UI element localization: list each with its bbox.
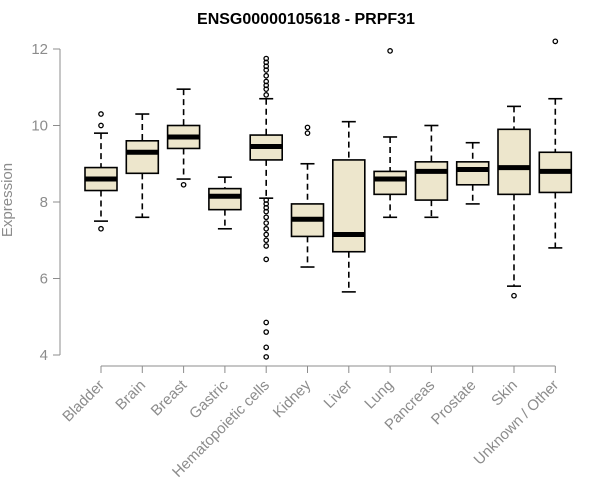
box-pancreas bbox=[414, 124, 449, 219]
outlier-point bbox=[263, 220, 270, 226]
outlier-point bbox=[263, 329, 270, 335]
box-gastric bbox=[208, 176, 242, 230]
y-tick-label: 8 bbox=[40, 194, 48, 211]
y-tick-label: 4 bbox=[40, 347, 48, 364]
outlier-point bbox=[263, 78, 270, 85]
outlier-point bbox=[511, 292, 517, 299]
x-tick-label: Breast bbox=[148, 376, 191, 419]
box-unknown-other bbox=[538, 38, 573, 249]
x-tick-label: Brain bbox=[112, 377, 149, 414]
outlier-point bbox=[263, 214, 270, 221]
outlier-point bbox=[263, 92, 270, 98]
box-hematopoietic-cells bbox=[249, 55, 283, 360]
box-lung bbox=[373, 48, 407, 219]
y-tick-label: 6 bbox=[40, 271, 48, 288]
box-brain bbox=[125, 113, 160, 219]
y-tick-label: 12 bbox=[31, 41, 48, 58]
outlier-point bbox=[263, 237, 270, 244]
x-tick-label: Bladder bbox=[59, 377, 108, 426]
box-body bbox=[125, 140, 160, 175]
outlier-point bbox=[263, 231, 270, 238]
outlier-point bbox=[263, 72, 270, 79]
x-tick-label: Liver bbox=[321, 377, 356, 412]
box-liver bbox=[331, 120, 366, 293]
outlier-point bbox=[98, 225, 104, 232]
box-body bbox=[208, 187, 242, 211]
y-axis-label: Expression bbox=[0, 163, 16, 237]
outlier-point bbox=[263, 344, 270, 351]
box-skin bbox=[497, 105, 531, 299]
x-tick-label: Prostate bbox=[428, 377, 480, 429]
box-prostate bbox=[455, 141, 490, 205]
outlier-point bbox=[98, 122, 104, 129]
x-tick-label: Skin bbox=[488, 377, 521, 410]
outlier-point bbox=[263, 225, 270, 232]
outlier-point bbox=[263, 354, 270, 360]
y-tick-label: 10 bbox=[31, 118, 48, 135]
box-body bbox=[331, 159, 366, 253]
box-body bbox=[414, 161, 449, 201]
outlier-point bbox=[263, 208, 270, 215]
outlier-point bbox=[263, 55, 270, 62]
box-body bbox=[497, 128, 531, 196]
box-body bbox=[373, 170, 407, 196]
outlier-point bbox=[98, 111, 104, 117]
x-tick-label: Kidney bbox=[270, 376, 315, 421]
box-breast bbox=[166, 88, 201, 188]
outlier-point bbox=[180, 181, 187, 188]
box-series bbox=[84, 38, 573, 360]
outlier-point bbox=[552, 38, 559, 45]
box-body bbox=[455, 161, 490, 186]
outlier-point bbox=[263, 256, 270, 263]
outlier-point bbox=[387, 48, 393, 54]
box-bladder bbox=[84, 111, 118, 232]
x-tick-label: Lung bbox=[361, 377, 397, 413]
box-kidney bbox=[290, 124, 325, 268]
outlier-point bbox=[304, 130, 311, 136]
axes: 4 6 8 10 12 bbox=[31, 41, 556, 373]
outlier-point bbox=[263, 243, 270, 249]
outlier-point bbox=[263, 319, 270, 326]
outlier-point bbox=[304, 124, 311, 131]
chart-title: ENSG00000105618 - PRPF31 bbox=[197, 11, 415, 28]
